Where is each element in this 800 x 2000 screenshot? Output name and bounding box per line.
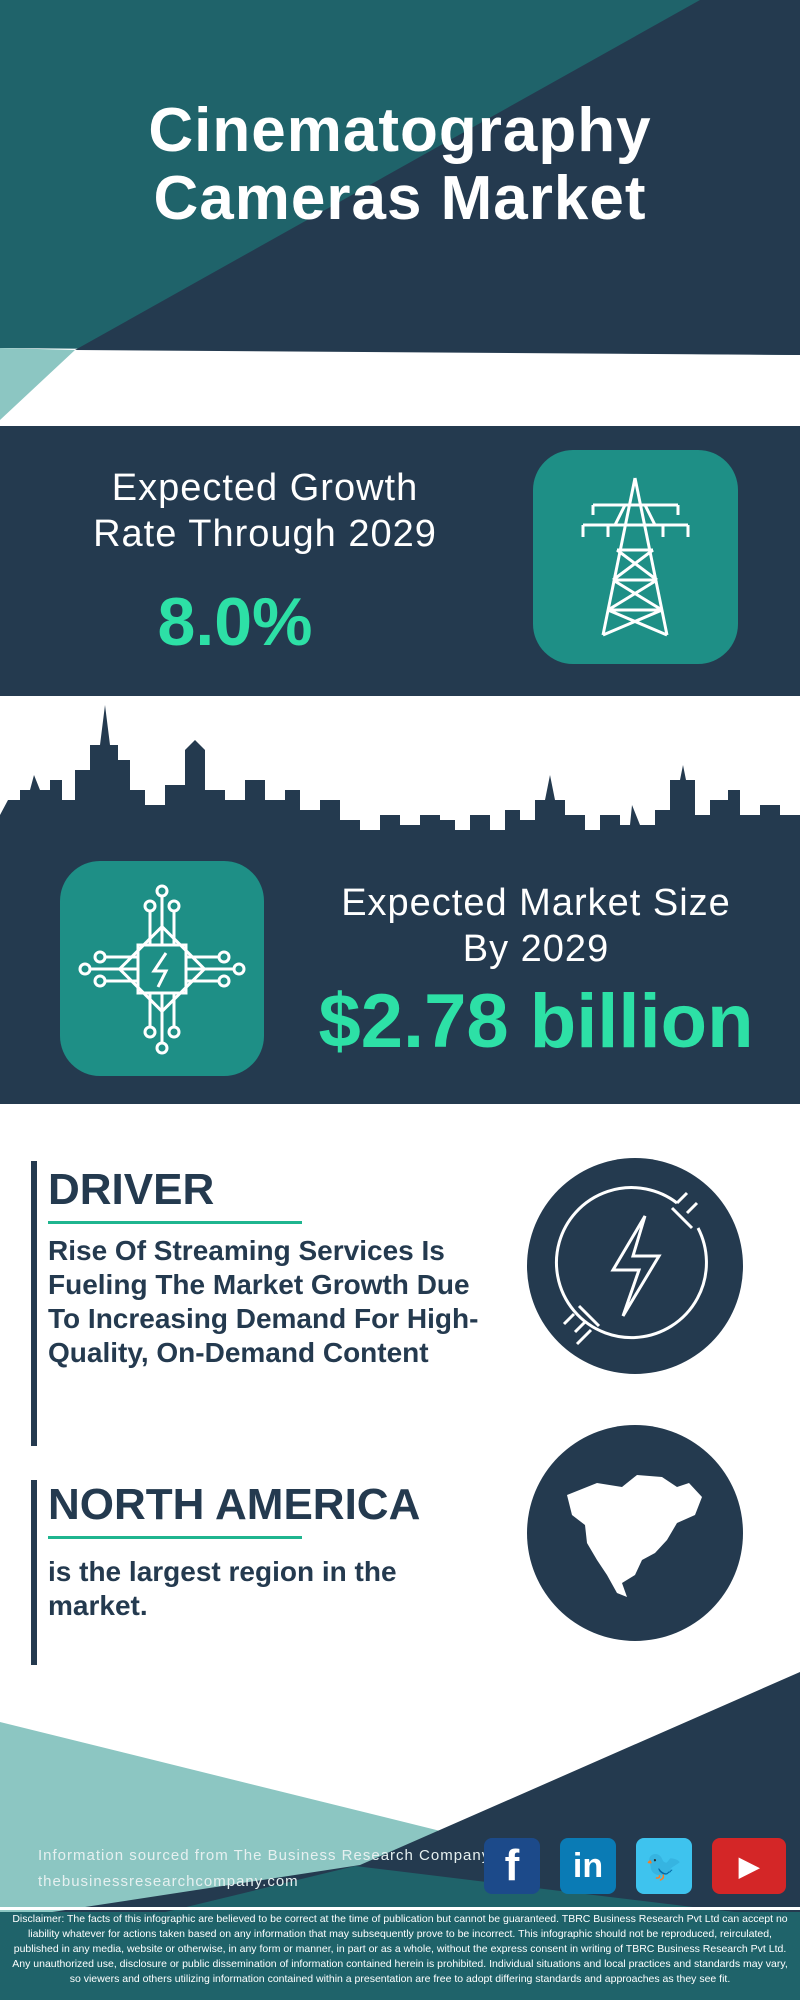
- driver-icon-circle: [527, 1158, 743, 1374]
- driver-heading: DRIVER: [48, 1165, 215, 1214]
- growth-label-line1: Expected Growth: [111, 467, 419, 509]
- market-size-label: Expected Market Size By 2029: [296, 880, 776, 972]
- north-america-map-icon: [567, 1475, 702, 1597]
- market-size-value: $2.78 billion: [318, 979, 754, 1064]
- driver-accent-bar: [31, 1161, 37, 1446]
- growth-label-line2: Rate Through 2029: [93, 513, 437, 555]
- social-links: f in 🐦 ▶: [484, 1838, 786, 1894]
- lightning-plug-icon: [554, 1186, 708, 1346]
- region-underline: [48, 1536, 302, 1539]
- youtube-icon[interactable]: ▶: [712, 1838, 786, 1894]
- disclaimer: Disclaimer: The facts of this infographi…: [12, 1913, 788, 1985]
- power-tower-icon: [581, 477, 690, 637]
- market-label-line2: By 2029: [462, 928, 610, 970]
- source-text: Information sourced from The Business Re…: [38, 1847, 491, 1864]
- driver-text: Rise Of Streaming Services Is Fueling Th…: [48, 1235, 479, 1368]
- page-title: Cinematography Cameras Market: [0, 100, 800, 236]
- region-accent-bar: [31, 1480, 37, 1665]
- region-text: is the largest region in the market.: [48, 1556, 397, 1621]
- linkedin-icon[interactable]: in: [560, 1838, 616, 1894]
- market-icon-box: [60, 861, 264, 1076]
- source-info: Information sourced from The Business Re…: [38, 1843, 490, 1895]
- growth-label: Expected Growth Rate Through 2029: [0, 465, 565, 557]
- region-icon-circle: [527, 1425, 743, 1641]
- circuit-chip-icon: [78, 884, 246, 1055]
- region-heading: NORTH AMERICA: [48, 1480, 421, 1529]
- driver-underline: [48, 1221, 302, 1224]
- growth-value: 8.0%: [157, 584, 313, 660]
- twitter-icon[interactable]: 🐦: [636, 1838, 692, 1894]
- city-skyline: [0, 705, 800, 860]
- title-line-1: Cinematography: [148, 96, 652, 165]
- facebook-icon[interactable]: f: [484, 1838, 540, 1894]
- market-label-line1: Expected Market Size: [341, 882, 731, 924]
- title-line-2: Cameras Market: [153, 164, 647, 233]
- website-link[interactable]: thebusinessresearchcompany.com: [38, 1873, 299, 1890]
- growth-icon-box: [533, 450, 738, 664]
